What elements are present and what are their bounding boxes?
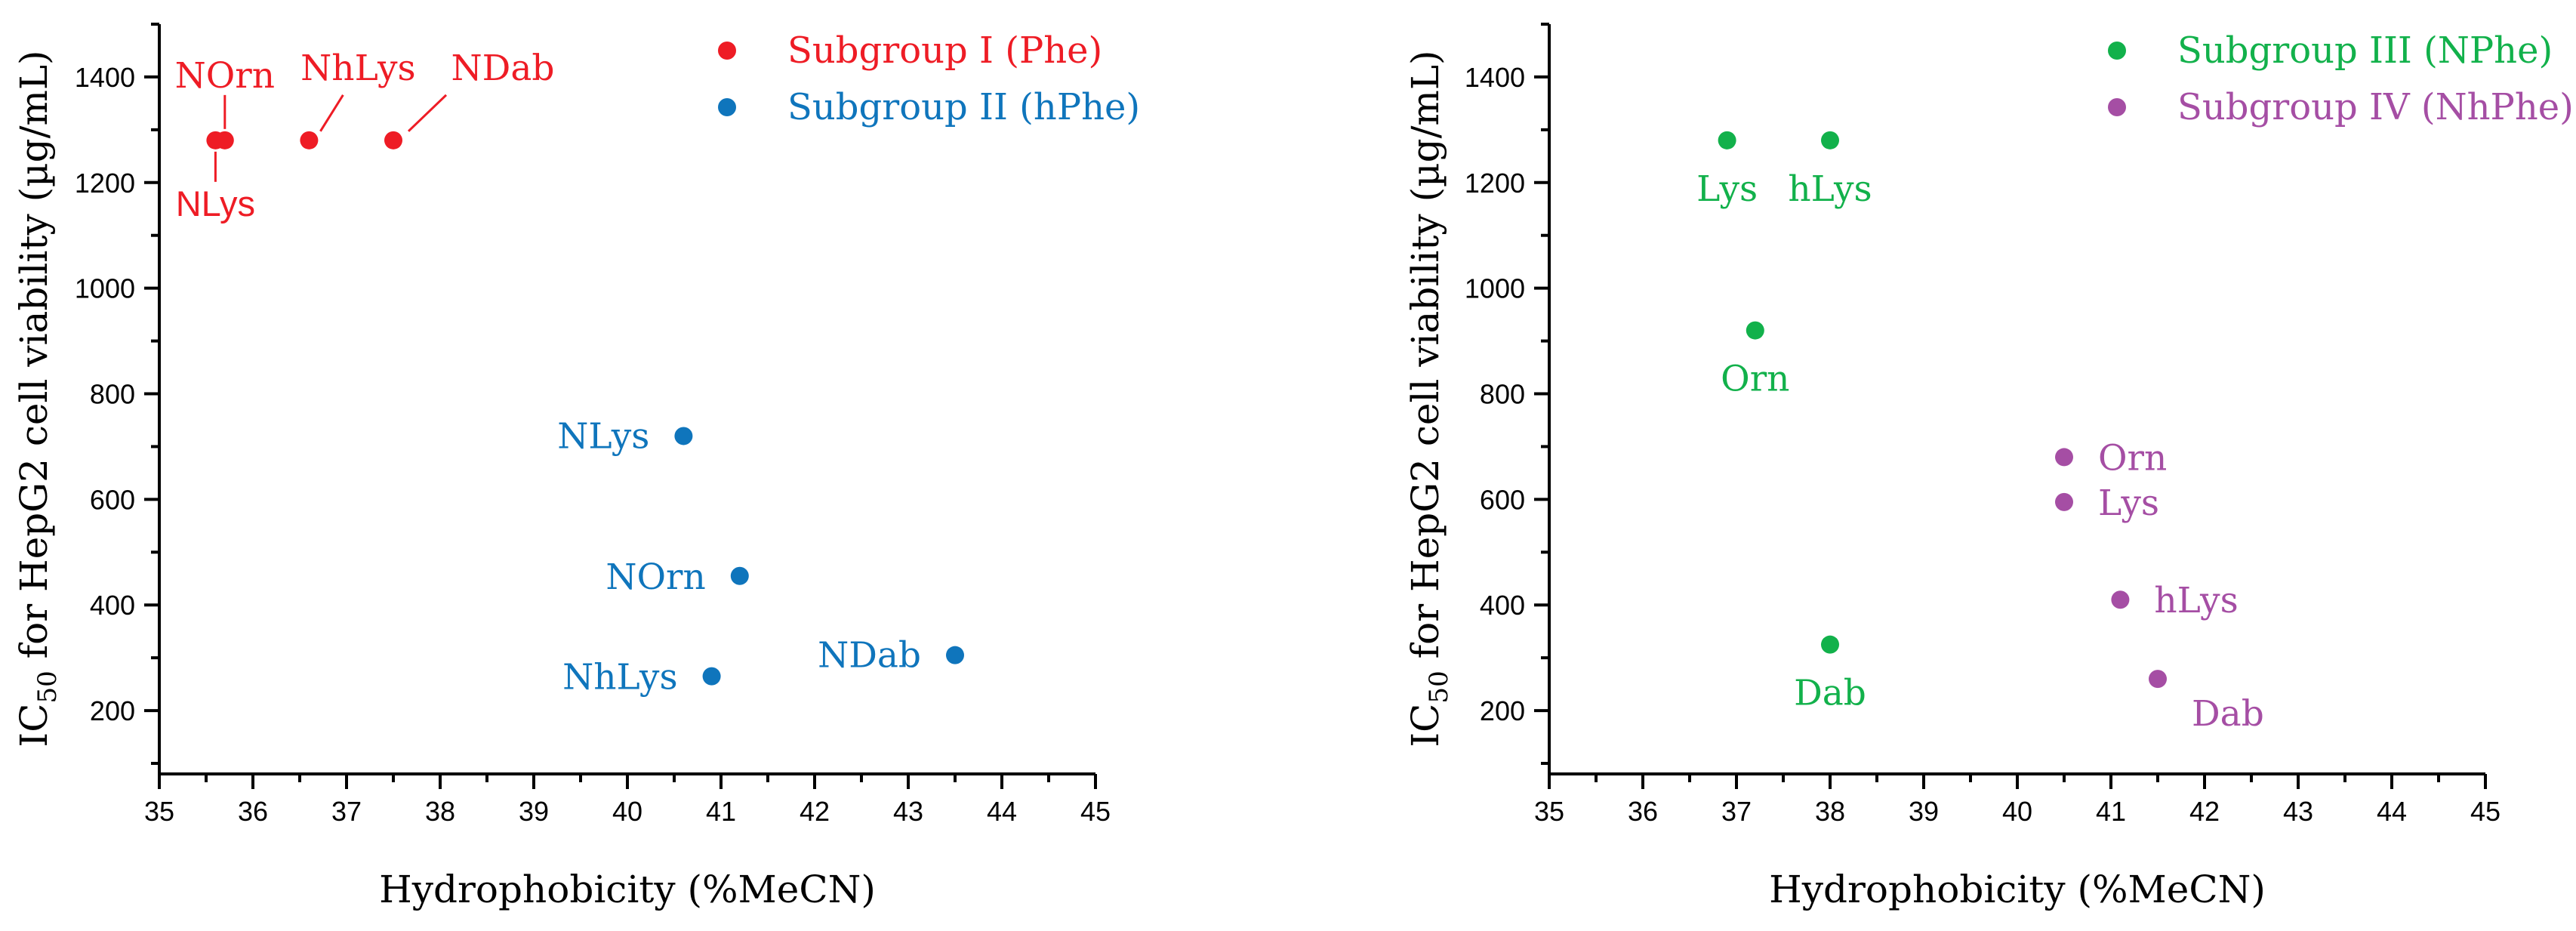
y-tick-label: 200 — [90, 695, 135, 726]
x-tick-label: 43 — [893, 796, 923, 827]
data-point — [1746, 321, 1764, 340]
x-tick-label: 36 — [1628, 796, 1658, 827]
data-point — [2055, 492, 2073, 511]
x-axis-title: Hydrophobicity (%MeCN) — [379, 868, 876, 911]
data-label: NLys — [557, 415, 649, 457]
x-tick-label: 44 — [987, 796, 1017, 827]
data-label: Orn — [2098, 437, 2167, 479]
data-label: Lys — [1696, 168, 1758, 210]
y-tick-label: 1000 — [1465, 273, 1525, 304]
data-label: NLys — [176, 183, 255, 224]
data-point — [1821, 131, 1839, 150]
y-tick-label: 400 — [1480, 590, 1525, 621]
y-tick-label: 200 — [1480, 695, 1525, 726]
y-axis-title: IC50 for HepG2 cell viability (µg/mL) — [12, 50, 63, 747]
legend-entry: Subgroup I (Phe) — [787, 29, 1102, 72]
x-tick-label: 40 — [2002, 796, 2032, 827]
x-tick-label: 35 — [1534, 796, 1564, 827]
legend-entry: Subgroup III (NPhe) — [2177, 29, 2553, 72]
y-axis-title-main: IC — [1404, 704, 1447, 748]
data-point — [1821, 635, 1839, 654]
legend-entry: Subgroup II (hPhe) — [787, 86, 1140, 128]
data-point — [2055, 448, 2073, 467]
y-axis-title-main: IC — [12, 704, 56, 748]
data-point — [2111, 590, 2130, 609]
x-tick-label: 39 — [519, 796, 549, 827]
data-label: NDab — [451, 48, 555, 89]
y-axis-title-rest: for HepG2 cell viability (µg/mL) — [1404, 50, 1447, 671]
label-leader-line — [319, 94, 344, 132]
legend-marker — [2108, 42, 2126, 60]
x-tick-label: 37 — [331, 796, 362, 827]
x-tick-label: 42 — [800, 796, 830, 827]
data-point — [674, 427, 693, 445]
x-tick-label: 41 — [2096, 796, 2126, 827]
data-label: Dab — [2192, 693, 2264, 735]
x-tick-label: 39 — [1909, 796, 1939, 827]
data-point — [1718, 131, 1736, 150]
y-tick-label: 1000 — [75, 273, 135, 304]
data-label: NDab — [818, 635, 921, 677]
x-tick-label: 43 — [2283, 796, 2313, 827]
x-tick-label: 38 — [1815, 796, 1845, 827]
y-tick-label: 1200 — [1465, 168, 1525, 199]
legend-marker — [718, 98, 736, 116]
y-tick-label: 800 — [90, 379, 135, 410]
data-label: Lys — [2098, 482, 2159, 524]
y-tick-label: 1400 — [75, 62, 135, 93]
y-tick-label: 1200 — [75, 168, 135, 199]
chart-subgroups-1-2: 35 36 37 38 39 40 41 42 43 44 45 200 400 600 800 1000 12… — [12, 23, 1140, 911]
data-point — [384, 131, 402, 150]
data-label: hLys — [2154, 580, 2238, 621]
data-point — [730, 566, 749, 585]
x-tick-label: 44 — [2377, 796, 2407, 827]
x-axis-title: Hydrophobicity (%MeCN) — [1769, 868, 2266, 911]
data-point — [300, 131, 319, 150]
legend-entry: Subgroup IV (NhPhe) — [2177, 86, 2574, 128]
x-tick-label: 41 — [706, 796, 736, 827]
x-tick-label: 42 — [2189, 796, 2220, 827]
data-point — [2149, 670, 2167, 689]
y-axis-title-subscript: 50 — [32, 671, 63, 703]
data-label: Orn — [1721, 359, 1789, 400]
data-point — [946, 646, 964, 664]
data-label: hLys — [1788, 168, 1872, 210]
y-tick-label: 600 — [90, 484, 135, 515]
x-tick-label: 37 — [1721, 796, 1752, 827]
legend-marker — [2108, 98, 2126, 116]
x-tick-label: 38 — [425, 796, 455, 827]
x-tick-label: 40 — [612, 796, 642, 827]
legend-marker — [718, 42, 736, 60]
y-axis-title-rest: for HepG2 cell viability (µg/mL) — [12, 50, 56, 671]
data-label: Dab — [1794, 673, 1866, 714]
y-tick-label: 1400 — [1465, 62, 1525, 93]
data-label: NhLys — [562, 657, 677, 698]
data-label: NOrn — [175, 55, 275, 97]
chart-subgroups-3-4: 35 36 37 38 39 40 41 42 43 44 45 200 400 600 800 1000 12… — [1404, 23, 2574, 911]
data-point — [206, 131, 225, 150]
label-leader-line — [407, 94, 448, 132]
y-tick-label: 400 — [90, 590, 135, 621]
y-axis-title: IC50 for HepG2 cell viability (µg/mL) — [1404, 50, 1454, 747]
y-axis-title-subscript: 50 — [1424, 671, 1454, 703]
x-tick-label: 35 — [144, 796, 174, 827]
x-tick-label: 36 — [238, 796, 268, 827]
data-label: NOrn — [605, 556, 705, 598]
x-tick-label: 45 — [2470, 796, 2501, 827]
y-tick-label: 800 — [1480, 379, 1525, 410]
data-point — [702, 667, 721, 686]
data-label: NhLys — [300, 48, 415, 89]
x-tick-label: 45 — [1080, 796, 1111, 827]
y-tick-label: 600 — [1480, 484, 1525, 515]
